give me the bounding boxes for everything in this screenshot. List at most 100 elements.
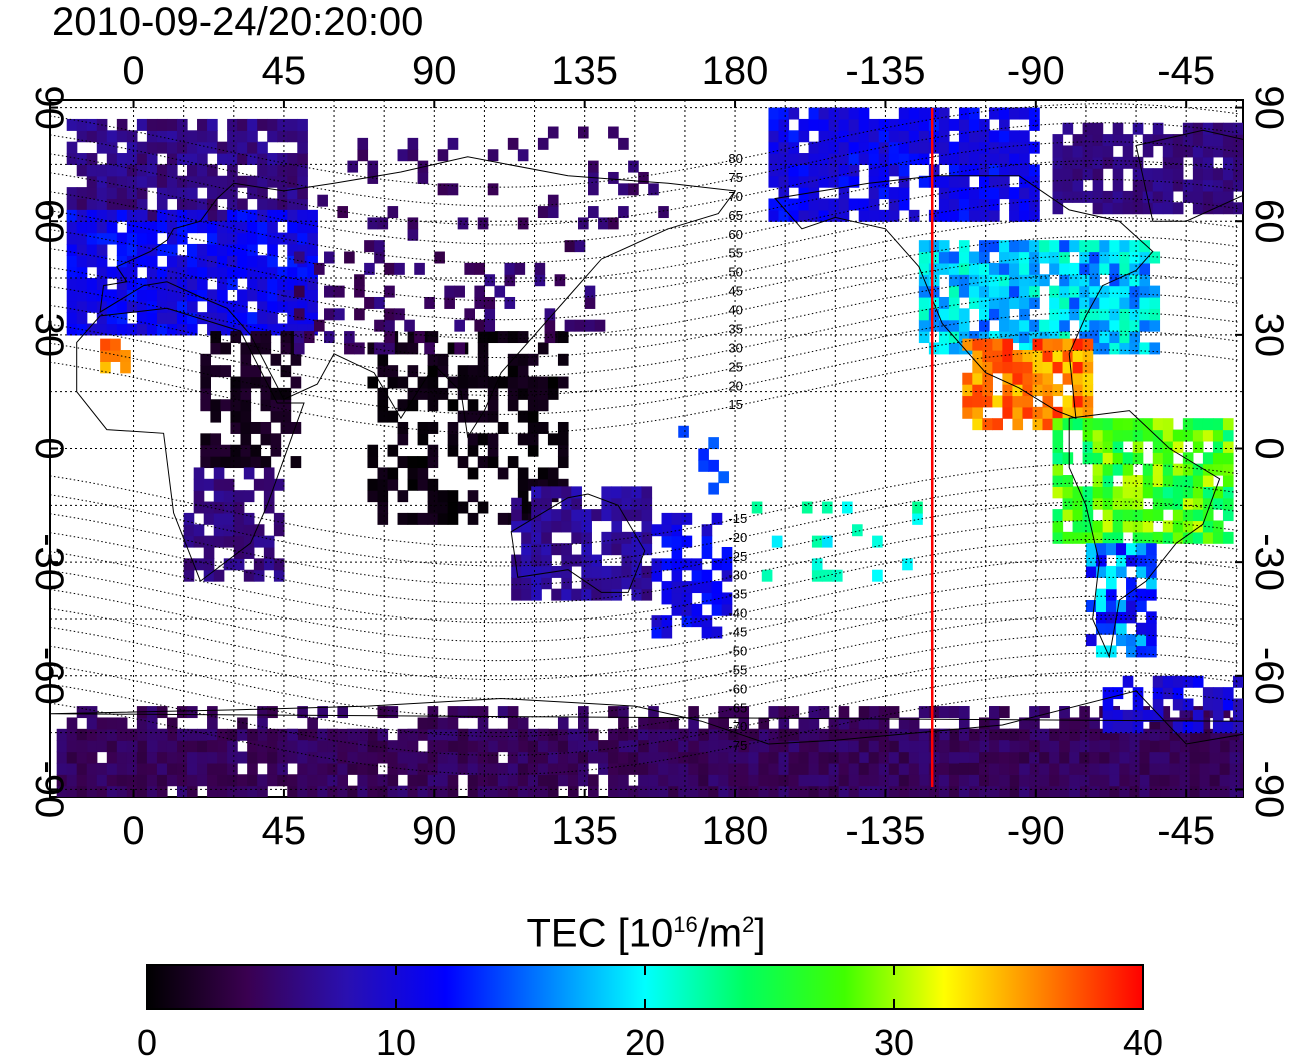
tec-cell (96, 762, 108, 775)
tec-cell (581, 520, 592, 533)
tec-cell (86, 289, 98, 302)
tec-cell (1202, 168, 1214, 181)
tec-cell (544, 308, 556, 321)
tec-cell (1049, 240, 1060, 253)
mag-lat-label: 60 (728, 227, 742, 242)
tec-cell (1102, 486, 1114, 499)
tec-cell (243, 569, 255, 582)
tec-cell (1099, 751, 1110, 764)
tec-cell (427, 717, 439, 730)
tec-cell (106, 774, 118, 787)
mag-contour (50, 349, 1240, 434)
tec-cell (778, 762, 790, 775)
tec-cell (838, 107, 850, 120)
tec-cell (551, 588, 562, 601)
tec-cell (511, 554, 522, 567)
coastline (1135, 129, 1243, 222)
tec-cell (76, 300, 88, 313)
tec-cell (982, 384, 993, 397)
tec-cell (557, 353, 569, 366)
tec-cell (106, 198, 118, 211)
tec-cell (307, 255, 318, 268)
tec-cell (1085, 600, 1097, 612)
tec-cell (738, 717, 750, 730)
tec-cell (1029, 251, 1040, 264)
tec-cell (982, 350, 993, 362)
tec-cell (1069, 751, 1080, 764)
tec-cell (561, 509, 572, 522)
tec-cell (1222, 429, 1234, 442)
tec-cell (126, 255, 138, 268)
tec-cell (938, 175, 950, 188)
tec-cell (571, 531, 582, 544)
tec-cell (290, 376, 302, 389)
tec-cell (1232, 202, 1243, 215)
tec-cell (487, 399, 499, 412)
tec-cell (487, 387, 499, 400)
tec-cell (808, 740, 820, 753)
tec-cell (828, 141, 840, 154)
tec-cell (116, 740, 128, 753)
tec-cell (778, 118, 790, 131)
tec-cell (1192, 497, 1204, 510)
tec-cell (1019, 740, 1030, 753)
tec-cell (1109, 785, 1120, 797)
tec-cell (918, 251, 930, 264)
tec-cell (691, 558, 703, 571)
tec-cell (387, 206, 399, 219)
tec-cell (270, 387, 282, 400)
mag-lat-label: -25 (728, 549, 747, 564)
tec-cell (86, 717, 98, 730)
tec-cell (156, 751, 168, 764)
tec-cell (828, 175, 840, 188)
tec-cell (651, 558, 663, 571)
tec-cell (534, 262, 546, 275)
tec-cell (146, 221, 158, 234)
tec-cell (86, 130, 98, 143)
tec-cell (1212, 145, 1224, 158)
tec-cell (197, 130, 208, 143)
tec-cell (1059, 296, 1070, 309)
tec-cell (581, 565, 592, 578)
tec-cell (287, 289, 298, 302)
tec-cell (76, 728, 88, 741)
tec-cell (267, 751, 278, 764)
tec-cell (611, 497, 623, 510)
tec-cell (324, 285, 335, 298)
tec-cell (828, 774, 840, 787)
left-lat-tick: -60 (27, 647, 71, 705)
tec-cell (1009, 285, 1020, 298)
tec-cell (136, 751, 148, 764)
tec-cell (267, 232, 278, 245)
tec-cell (868, 774, 880, 787)
tec-cell (377, 512, 389, 525)
tec-cell (1172, 202, 1184, 215)
tec-cell (407, 751, 419, 764)
tec-cell (96, 255, 108, 268)
tec-cell (888, 706, 900, 719)
tec-cell (1149, 785, 1161, 797)
tec-cell (247, 762, 258, 775)
tec-cell (357, 762, 369, 775)
tec-cell (467, 785, 479, 797)
tec-cell (227, 312, 238, 325)
tec-cell (1152, 429, 1164, 442)
tec-cell (1039, 774, 1050, 787)
tec-cell (1179, 774, 1191, 787)
mag-lat-label: -20 (728, 530, 747, 545)
tec-cell (1179, 728, 1191, 741)
tec-cell (999, 728, 1010, 741)
tec-cell (1222, 497, 1234, 510)
tec-cell (146, 209, 158, 222)
tec-cell (1139, 762, 1151, 775)
tec-cell (1132, 698, 1144, 711)
tec-cell (213, 535, 225, 548)
tec-cell (808, 107, 820, 120)
tec-cell (1092, 134, 1104, 147)
tec-cell (257, 221, 268, 234)
tec-cell (1119, 342, 1130, 355)
tec-cell (1129, 751, 1141, 764)
tec-cell (1162, 418, 1174, 431)
tec-cell (193, 524, 205, 537)
tec-cell (307, 751, 318, 764)
